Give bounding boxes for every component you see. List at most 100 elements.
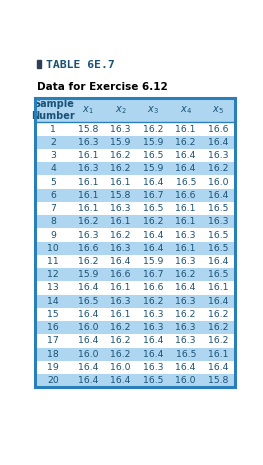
Bar (35, 215, 235, 228)
Text: 16.4: 16.4 (175, 284, 196, 292)
Text: 16.6: 16.6 (78, 244, 98, 253)
Text: 16.2: 16.2 (78, 257, 98, 266)
Text: 16.4: 16.4 (143, 178, 163, 186)
Text: 16.2: 16.2 (208, 164, 229, 173)
Text: 16.2: 16.2 (175, 310, 196, 319)
Text: 16.5: 16.5 (143, 376, 163, 385)
Text: 16.5: 16.5 (176, 350, 196, 359)
Text: 16.3: 16.3 (143, 310, 163, 319)
Text: 7: 7 (50, 204, 56, 213)
Text: 16: 16 (47, 323, 59, 332)
Text: 16.2: 16.2 (110, 151, 131, 160)
Text: 16.4: 16.4 (143, 231, 163, 239)
Text: 3: 3 (50, 151, 56, 160)
Text: 16.1: 16.1 (208, 350, 229, 359)
Text: 15.8: 15.8 (208, 376, 229, 385)
Text: 16.4: 16.4 (208, 363, 229, 372)
Text: 16.4: 16.4 (175, 363, 196, 372)
Text: 15.9: 15.9 (143, 164, 163, 173)
Text: 16.2: 16.2 (175, 138, 196, 147)
Text: 16.3: 16.3 (208, 217, 229, 226)
Bar (37, 60, 41, 67)
Text: 16.1: 16.1 (175, 125, 196, 133)
Text: 16.1: 16.1 (175, 204, 196, 213)
Text: 14: 14 (47, 297, 59, 306)
Text: 16.2: 16.2 (143, 125, 163, 133)
Bar (35, 189, 235, 202)
Text: 16.5: 16.5 (143, 151, 163, 160)
Text: 11: 11 (47, 257, 59, 266)
Text: 4: 4 (50, 164, 56, 173)
Bar (35, 321, 235, 334)
Text: 16.0: 16.0 (175, 376, 196, 385)
Text: 16.7: 16.7 (143, 270, 163, 279)
Text: 16.1: 16.1 (175, 217, 196, 226)
Bar (35, 162, 235, 175)
Text: 16.3: 16.3 (110, 125, 131, 133)
Text: 16.4: 16.4 (110, 257, 131, 266)
Text: 16.5: 16.5 (78, 297, 98, 306)
Text: 15.9: 15.9 (78, 270, 98, 279)
Text: 15.8: 15.8 (110, 191, 131, 200)
Text: 16.2: 16.2 (208, 310, 229, 319)
Text: 16.5: 16.5 (208, 231, 229, 239)
Bar (35, 295, 235, 308)
Text: 15.9: 15.9 (143, 138, 163, 147)
Text: 16.2: 16.2 (143, 297, 163, 306)
Text: 16.1: 16.1 (110, 217, 131, 226)
Text: 16.1: 16.1 (110, 284, 131, 292)
Text: 16.4: 16.4 (78, 376, 98, 385)
Text: 16.3: 16.3 (208, 151, 229, 160)
Text: 19: 19 (47, 363, 59, 372)
Text: 16.3: 16.3 (110, 297, 131, 306)
Text: 16.6: 16.6 (110, 270, 131, 279)
Text: 16.2: 16.2 (110, 164, 131, 173)
Text: 8: 8 (50, 217, 56, 226)
Bar (35, 136, 235, 149)
Text: 16.5: 16.5 (208, 244, 229, 253)
Bar (35, 242, 235, 255)
Text: $x_1$: $x_1$ (82, 104, 94, 116)
Text: 9: 9 (50, 231, 56, 239)
Text: 16.4: 16.4 (78, 310, 98, 319)
Text: 16.0: 16.0 (78, 350, 98, 359)
Text: 15.9: 15.9 (143, 257, 163, 266)
Text: 16.2: 16.2 (110, 350, 131, 359)
Text: 16.0: 16.0 (110, 363, 131, 372)
Bar (35, 175, 235, 189)
Text: 16.0: 16.0 (78, 323, 98, 332)
Text: $x_4$: $x_4$ (180, 104, 192, 116)
Text: 16.6: 16.6 (208, 125, 229, 133)
Text: 2: 2 (50, 138, 56, 147)
Text: 16.4: 16.4 (208, 191, 229, 200)
Text: 13: 13 (47, 284, 59, 292)
Text: 16.1: 16.1 (208, 284, 229, 292)
Text: 16.3: 16.3 (143, 323, 163, 332)
Text: 16.4: 16.4 (143, 350, 163, 359)
Bar (35, 334, 235, 348)
Text: 16.5: 16.5 (208, 204, 229, 213)
Bar (35, 255, 235, 268)
Text: $x_2$: $x_2$ (115, 104, 126, 116)
Text: 16.4: 16.4 (78, 363, 98, 372)
Text: 16.2: 16.2 (175, 270, 196, 279)
Bar (35, 122, 235, 136)
Text: Data for Exercise 6.12: Data for Exercise 6.12 (37, 81, 168, 92)
Text: 16.4: 16.4 (208, 138, 229, 147)
Text: 15: 15 (47, 310, 59, 319)
Text: 16.4: 16.4 (110, 376, 131, 385)
Text: 16.4: 16.4 (208, 257, 229, 266)
Text: 16.2: 16.2 (208, 323, 229, 332)
Text: 16.7: 16.7 (143, 191, 163, 200)
Text: 16.1: 16.1 (78, 178, 98, 186)
Text: 15.9: 15.9 (110, 138, 131, 147)
Text: 16.4: 16.4 (175, 164, 196, 173)
Text: 18: 18 (47, 350, 59, 359)
Text: 1: 1 (50, 125, 56, 133)
Text: 6: 6 (50, 191, 56, 200)
Text: 16.1: 16.1 (175, 244, 196, 253)
Bar (35, 98, 235, 122)
Text: 16.3: 16.3 (175, 297, 196, 306)
Text: Sample
Number: Sample Number (31, 99, 75, 121)
Text: 16.1: 16.1 (78, 191, 98, 200)
